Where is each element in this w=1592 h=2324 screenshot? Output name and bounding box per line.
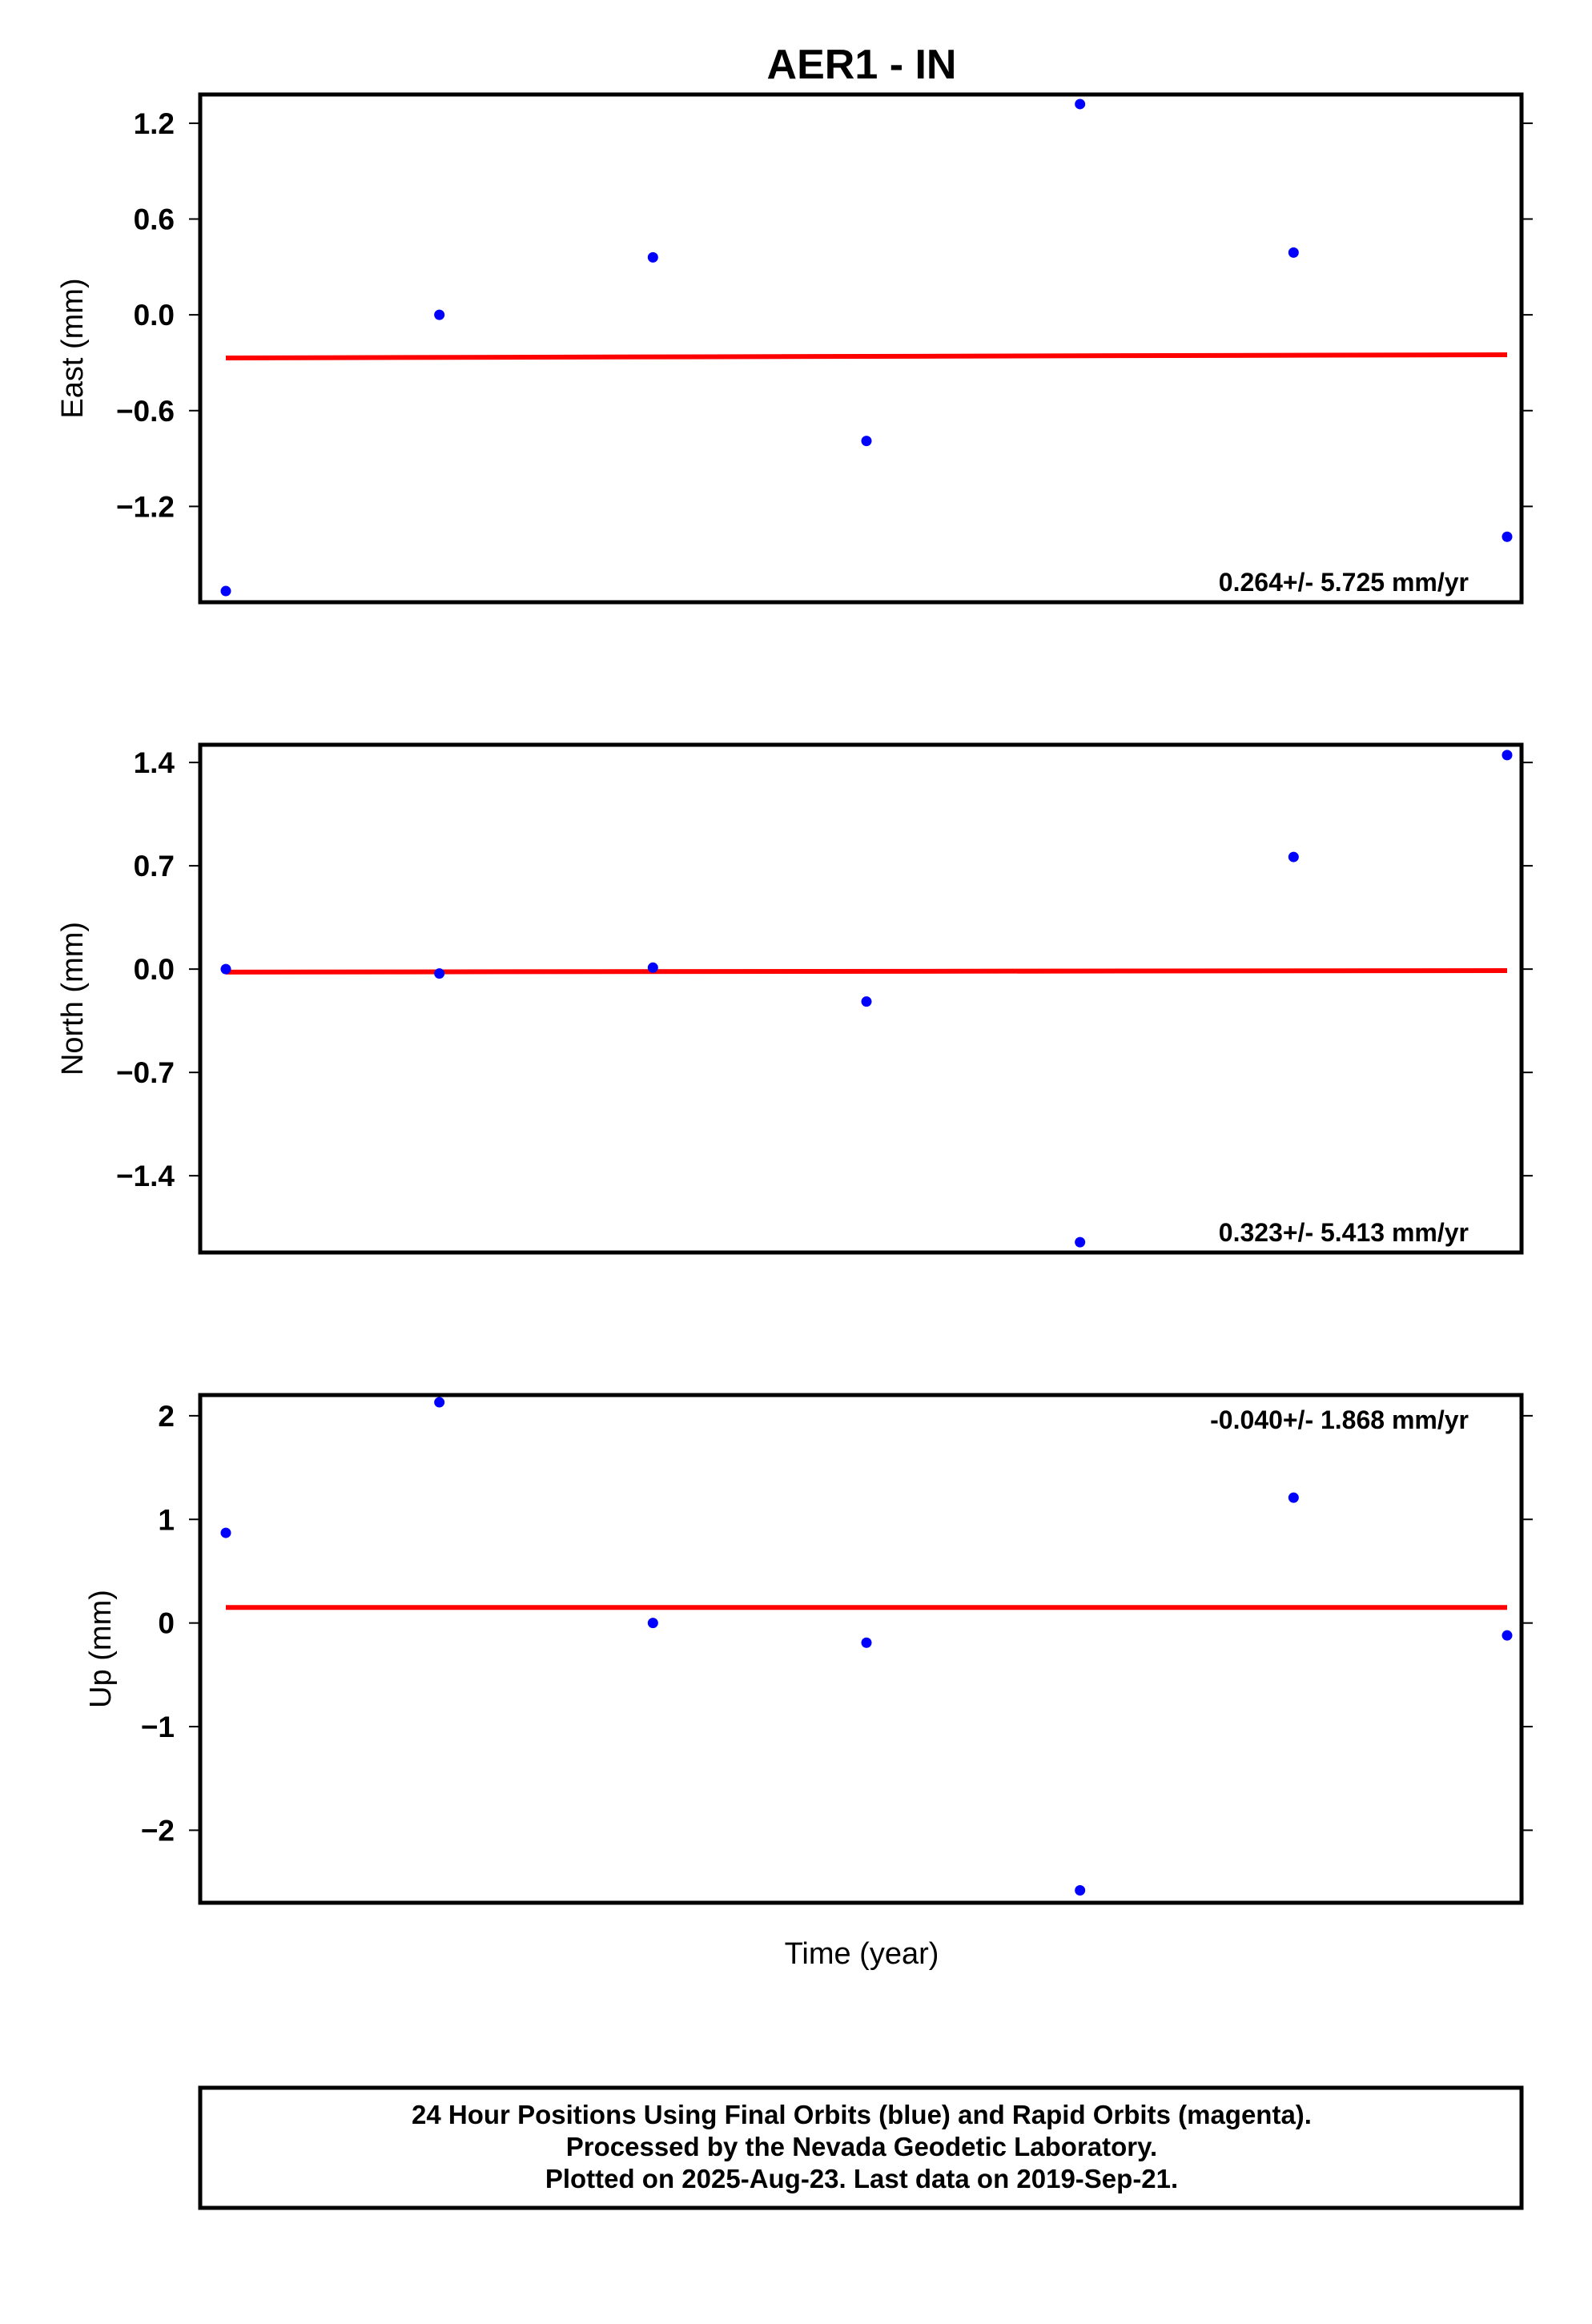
footer-line-2: Processed by the Nevada Geodetic Laborat… bbox=[566, 2132, 1157, 2161]
data-point bbox=[861, 436, 872, 447]
data-point bbox=[1502, 750, 1513, 761]
plot-frame bbox=[198, 742, 1524, 1255]
y-tick-label: 0.0 bbox=[134, 299, 175, 332]
data-point bbox=[647, 1618, 658, 1629]
footer-line-3: Plotted on 2025-Aug-23. Last data on 201… bbox=[545, 2164, 1178, 2193]
panel-north: 1.4 0.7 0.0 −0.7 −1.4 North (mm) 0.323+/- 5.41… bbox=[56, 742, 1533, 1255]
y-tick-label: 2 bbox=[158, 1400, 175, 1433]
footer-box bbox=[198, 2085, 1524, 2210]
y-tick-label: −1 bbox=[141, 1711, 175, 1743]
footer-line-1: 24 Hour Positions Using Final Orbits (bl… bbox=[412, 2100, 1312, 2129]
rate-text: -0.040+/- 1.868 mm/yr bbox=[1210, 1405, 1469, 1434]
y-tick-label: 0.0 bbox=[134, 953, 175, 986]
y-tick-label: 0.6 bbox=[134, 203, 175, 236]
y-axis-label: Up (mm) bbox=[84, 1590, 118, 1708]
data-point bbox=[434, 968, 445, 979]
y-tick-label: −1.4 bbox=[116, 1160, 175, 1192]
data-point bbox=[1502, 1630, 1513, 1641]
rate-text: 0.323+/- 5.413 mm/yr bbox=[1219, 1218, 1469, 1247]
data-point bbox=[1075, 99, 1086, 110]
trend-line bbox=[225, 352, 1508, 360]
y-axis-label: East (mm) bbox=[56, 278, 90, 418]
data-point bbox=[861, 1637, 872, 1648]
plot-frame bbox=[198, 92, 1524, 605]
data-point bbox=[647, 251, 658, 263]
data-point bbox=[1288, 851, 1299, 862]
chart-title: AER1 - IN bbox=[767, 42, 957, 88]
y-tick-label: 1.2 bbox=[134, 107, 175, 140]
data-point bbox=[1288, 1492, 1299, 1503]
trend-line bbox=[225, 967, 1508, 975]
x-axis-label: Time (year) bbox=[785, 1937, 939, 1971]
y-tick-label: −1.2 bbox=[116, 490, 175, 523]
data-point bbox=[434, 1397, 445, 1408]
y-axis-label: North (mm) bbox=[56, 922, 90, 1076]
panels: 1.2 0.6 0.0 −0.6 −1.2 East (mm) 0.264+/- 5.725… bbox=[56, 92, 1533, 1905]
data-point bbox=[220, 963, 231, 975]
panel-east: 1.2 0.6 0.0 −0.6 −1.2 East (mm) 0.264+/- 5.725… bbox=[56, 92, 1533, 605]
panel-up: 2 1 0 −1 −2 Up (mm) -0.040+/- 1.868 mm/yr bbox=[84, 1393, 1533, 1905]
y-tick-label: 0 bbox=[158, 1607, 175, 1640]
y-tick-label: −0.7 bbox=[116, 1056, 175, 1089]
y-tick-label: 1 bbox=[158, 1503, 175, 1536]
data-point bbox=[220, 585, 231, 597]
data-point bbox=[1502, 531, 1513, 542]
data-point bbox=[434, 309, 445, 320]
data-point bbox=[647, 962, 658, 973]
data-point bbox=[1075, 1884, 1086, 1896]
data-point bbox=[1288, 247, 1299, 258]
data-point bbox=[861, 996, 872, 1007]
y-tick-label: −0.6 bbox=[116, 395, 175, 428]
rate-text: 0.264+/- 5.725 mm/yr bbox=[1219, 568, 1469, 597]
plot-frame bbox=[198, 1393, 1524, 1905]
data-point bbox=[220, 1527, 231, 1538]
y-tick-label: −2 bbox=[141, 1814, 175, 1847]
data-point bbox=[1075, 1236, 1086, 1248]
y-tick-label: 0.7 bbox=[134, 850, 175, 883]
y-tick-label: 1.4 bbox=[134, 746, 175, 779]
